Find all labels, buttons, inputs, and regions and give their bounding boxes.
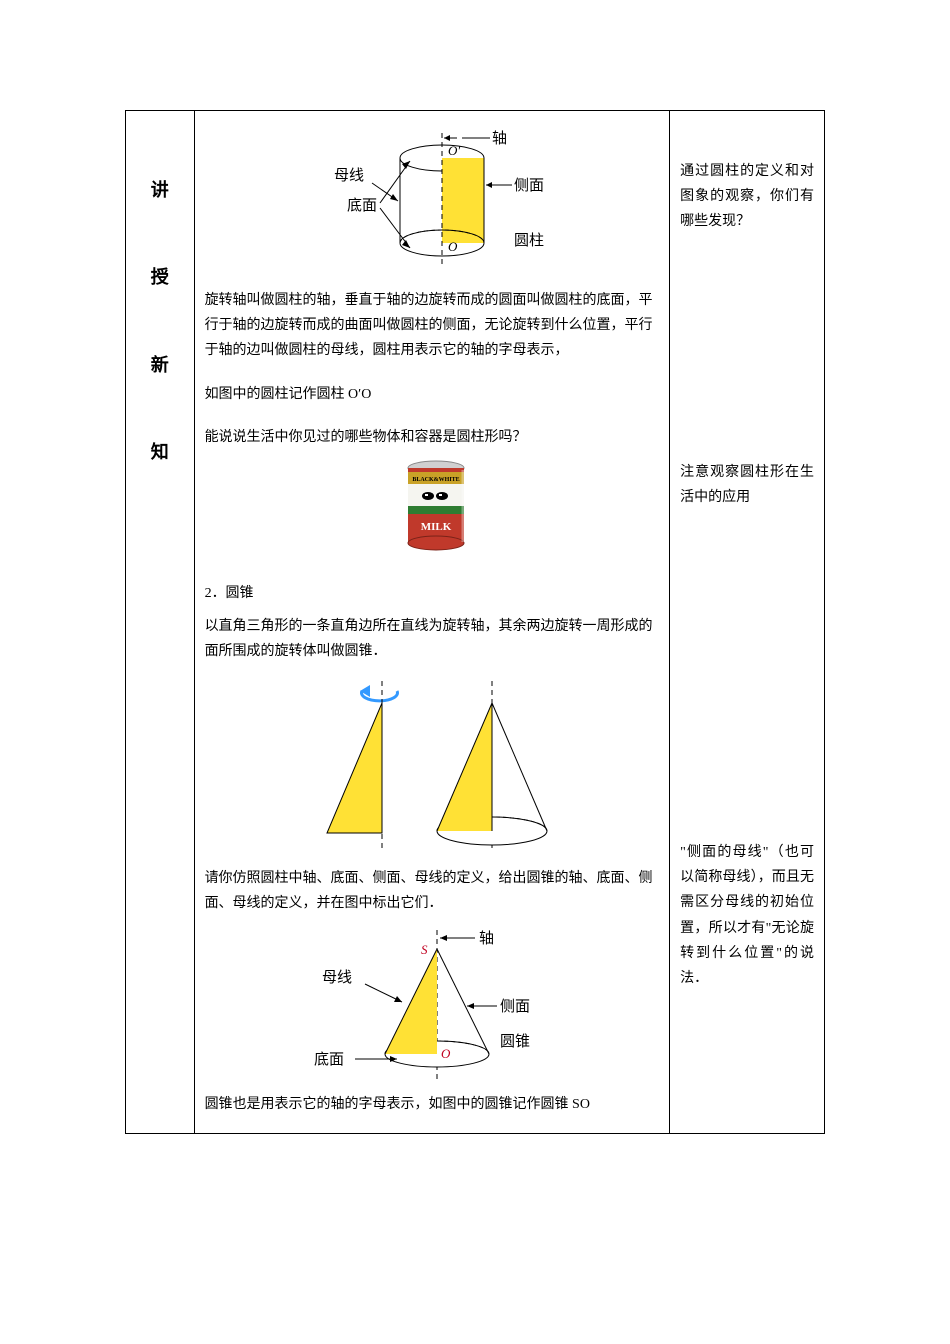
cylinder-question: 能说说生活中你见过的哪些物体和容器是圆柱形吗？ <box>205 425 660 450</box>
cone-tail: 圆锥也是用表示它的轴的字母表示，如图中的圆锥记作圆锥 SO <box>205 1092 660 1117</box>
rotation-arrow-icon <box>360 685 398 701</box>
note-1: 通过圆柱的定义和对图象的观察，你们有哪些发现？ <box>680 159 814 235</box>
section-label-cell: 讲 授 新 知 <box>126 111 195 1134</box>
cone-name-label: 圆锥 <box>500 1033 530 1050</box>
cone-def: 以直角三角形的一条直角边所在直线为旋转轴，其余两边旋转一周形成的面所围成的旋转体… <box>205 614 660 664</box>
can-prod: MILK <box>421 521 452 533</box>
cone-task: 请你仿照圆柱中轴、底面、侧面、母线的定义，给出圆锥的轴、底面、侧面、母线的定义，… <box>205 866 660 916</box>
notes-cell: 通过圆柱的定义和对图象的观察，你们有哪些发现？ 注意观察圆柱形在生活中的应用 "… <box>670 111 825 1134</box>
side-label: 侧面 <box>514 177 544 194</box>
gen-label: 母线 <box>334 167 364 184</box>
cylinder-figure: O′ O 轴 侧面 圆柱 母线 底面 <box>205 123 660 278</box>
cylinder-text-2: 如图中的圆柱记作圆柱 O′O <box>205 382 660 407</box>
cone-side-label: 侧面 <box>500 998 530 1015</box>
cone-axis-label: 轴 <box>479 930 494 947</box>
label-Op: O′ <box>448 143 460 158</box>
note-2: 注意观察圆柱形在生活中的应用 <box>680 460 814 510</box>
cone-heading: 2．圆锥 <box>205 581 660 606</box>
cone-base-label: 底面 <box>314 1051 344 1068</box>
cone-rotation-figure <box>205 673 660 858</box>
cylinder-text-1: 旋转轴叫做圆柱的轴，垂直于轴的边旋转而成的圆面叫做圆柱的底面，平行于轴的边旋转而… <box>205 288 660 364</box>
axis-label: 轴 <box>492 130 507 147</box>
cone-gen-label: 母线 <box>322 969 352 986</box>
cyl-name: 圆柱 <box>514 232 544 249</box>
milk-can-figure: BLACK&WHITE MILK <box>213 458 660 553</box>
label-1: 讲 <box>136 174 184 206</box>
lesson-table: 讲 授 新 知 O′ O 轴 侧面 圆柱 母线 底面 旋转轴叫做圆柱的轴，垂直于… <box>125 110 825 1134</box>
content-cell: O′ O 轴 侧面 圆柱 母线 底面 旋转轴叫做圆柱的轴，垂直于轴的边旋转而成的… <box>194 111 670 1134</box>
label-3: 新 <box>136 349 184 381</box>
cone-S: S <box>421 942 428 957</box>
cone-O: O <box>441 1046 451 1061</box>
can-brand: BLACK&WHITE <box>412 477 459 483</box>
label-O: O <box>448 239 458 254</box>
label-4: 知 <box>136 436 184 468</box>
label-2: 授 <box>136 261 184 293</box>
base-label: 底面 <box>347 197 377 214</box>
note-3: "侧面的母线"（也可以简称母线），而且无需区分母线的初始位置，所以才有"无论旋转… <box>680 840 814 991</box>
cone-labeled-figure: 轴 S O 母线 侧面 圆锥 底面 <box>205 924 660 1084</box>
